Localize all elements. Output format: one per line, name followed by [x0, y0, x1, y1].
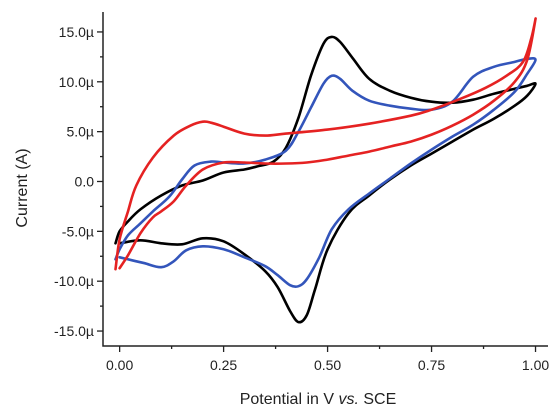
y-tick-label: 10.0µ — [59, 74, 94, 90]
axis-frame — [102, 12, 548, 347]
y-tick-label: -15.0µ — [54, 323, 94, 339]
x-tick-label: 0.00 — [106, 357, 133, 373]
y-axis-ticks: -15.0µ -10.0µ -5.0µ 0.0 5.0µ 10.0µ 15.0µ — [54, 24, 103, 339]
y-axis-title: Current (A) — [14, 148, 31, 227]
x-axis-title-part-3: SCE — [359, 391, 396, 408]
y-tick-label: 5.0µ — [66, 124, 94, 140]
axes — [102, 12, 548, 347]
x-tick-label: 0.25 — [210, 357, 237, 373]
y-tick-label: 0.0 — [75, 173, 95, 189]
y-tick-label: -10.0µ — [54, 273, 94, 289]
cv-series-1 — [114, 35, 537, 324]
x-axis-title: Potential in V vs. SCE — [240, 391, 397, 408]
x-tick-label: 0.75 — [418, 357, 445, 373]
x-axis-title-part-2: vs. — [338, 391, 358, 408]
x-tick-label: 1.00 — [522, 357, 549, 373]
y-tick-label: 15.0µ — [59, 24, 94, 40]
series-layer — [114, 17, 537, 324]
x-tick-label: 0.50 — [314, 357, 341, 373]
x-axis-ticks: 0.00 0.25 0.50 0.75 1.00 — [106, 346, 549, 373]
x-axis-title-part-1: Potential in V — [240, 391, 339, 408]
cv-series-3 — [114, 17, 537, 271]
y-tick-label: -5.0µ — [62, 223, 94, 239]
